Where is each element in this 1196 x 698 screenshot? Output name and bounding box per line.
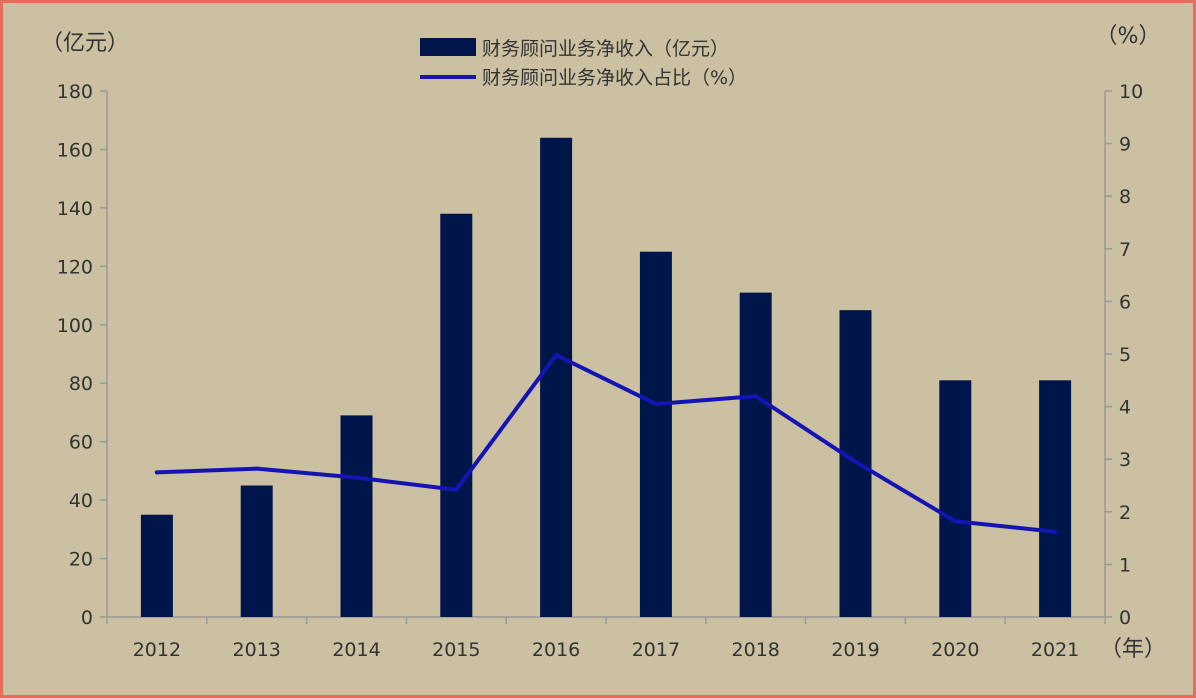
bar-2015 [440, 213, 473, 617]
x-tick-label: 2017 [632, 639, 680, 661]
line-point-2018 [753, 394, 758, 399]
bar-2017 [639, 251, 672, 617]
bar-2016 [540, 137, 573, 617]
left-tick-label: 60 [69, 432, 93, 454]
right-tick-label: 9 [1119, 134, 1131, 156]
left-tick-label: 160 [57, 139, 93, 161]
left-axis-title: （亿元） [41, 31, 129, 56]
left-tick-label: 20 [69, 549, 93, 571]
left-tick-label: 40 [69, 490, 93, 512]
legend-line-label: 财务顾问业务净收入占比（%） [482, 67, 747, 89]
left-tick-label: 120 [57, 256, 93, 278]
bar-2020 [939, 380, 972, 617]
legend: 财务顾问业务净收入（亿元） 财务顾问业务净收入占比（%） [420, 38, 747, 89]
x-tick-label: 2014 [332, 639, 380, 661]
left-tick-label: 0 [81, 607, 93, 629]
line-point-2016 [554, 353, 559, 358]
x-tick-label: 2012 [133, 639, 181, 661]
legend-bar-swatch [420, 38, 476, 56]
axes: 0 20 40 60 80 100 120 140 160 180 0 1 2 3 4 5 6 7 8 9 10 2012… [57, 81, 1143, 661]
right-tick-label: 1 [1119, 554, 1131, 576]
left-tick-label: 80 [69, 373, 93, 395]
line-point-2017 [653, 401, 658, 406]
bar-2014 [340, 415, 373, 617]
line-point-2021 [1053, 529, 1058, 534]
bar-2021 [1039, 380, 1072, 617]
left-tick-label: 100 [57, 315, 93, 337]
left-tick-label: 140 [57, 198, 93, 220]
line-point-2019 [853, 459, 858, 464]
x-tick-label: 2021 [1031, 639, 1079, 661]
left-tick-label: 180 [57, 81, 93, 103]
line-point-2015 [454, 487, 459, 492]
right-tick-label: 7 [1119, 239, 1131, 261]
bar-2012 [140, 514, 173, 617]
x-tick-label: 2016 [532, 639, 580, 661]
line-series [154, 353, 1058, 534]
line-point-2014 [354, 475, 359, 480]
right-tick-label: 8 [1119, 186, 1131, 208]
legend-bar-label: 财务顾问业务净收入（亿元） [482, 38, 729, 60]
line-point-2013 [254, 466, 259, 471]
right-tick-label: 0 [1119, 607, 1131, 629]
x-tick-label: 2018 [732, 639, 780, 661]
right-tick-label: 3 [1119, 449, 1131, 471]
share-line [154, 353, 1058, 534]
right-tick-label: 2 [1119, 502, 1131, 524]
right-axis-title: （%） [1096, 24, 1161, 49]
line-point-2020 [953, 519, 958, 524]
x-tick-label: 2019 [831, 639, 879, 661]
x-axis-unit: （年） [1100, 637, 1166, 662]
bar-series [140, 137, 1072, 617]
right-tick-label: 6 [1119, 291, 1131, 313]
right-tick-label: 5 [1119, 344, 1131, 366]
bar-2013 [240, 485, 273, 617]
line-point-2012 [154, 470, 159, 475]
right-tick-label: 4 [1119, 397, 1131, 419]
x-tick-label: 2020 [931, 639, 979, 661]
right-tick-label: 10 [1119, 81, 1143, 103]
bar-2018 [739, 292, 772, 617]
x-tick-label: 2015 [432, 639, 480, 661]
x-tick-label: 2013 [233, 639, 281, 661]
